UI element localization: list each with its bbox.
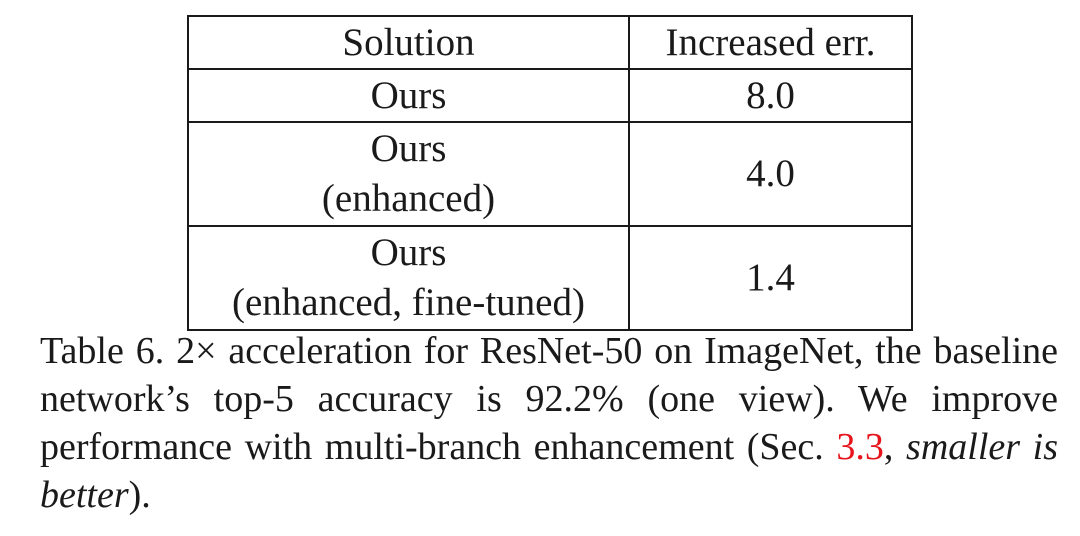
- caption-closing: ).: [128, 474, 151, 516]
- table-row: Ours (enhanced) 4.0: [187, 121, 913, 227]
- header-increased-err: Increased err.: [628, 15, 913, 70]
- solution-cell: Ours (enhanced, fine-tuned): [187, 225, 630, 331]
- solution-line: Ours: [370, 231, 447, 274]
- table-row: Ours (enhanced, fine-tuned) 1.4: [187, 225, 913, 331]
- caption-text: 2× acceleration for ResNet-50 on ImageNe…: [40, 330, 1059, 468]
- results-table: Solution Increased err. Ours 8.0 Ours (e…: [187, 15, 913, 331]
- solution-line: (enhanced, fine-tuned): [232, 281, 585, 324]
- table-header-row: Solution Increased err.: [187, 15, 913, 70]
- solution-line: Ours: [370, 73, 447, 117]
- caption-label: Table 6.: [40, 330, 165, 372]
- caption-italic-note: smaller is better: [40, 426, 1058, 516]
- error-value-cell: 1.4: [628, 225, 913, 331]
- table-caption: Table 6. 2× acceleration for ResNet-50 o…: [40, 327, 1058, 519]
- table-row: Ours 8.0: [187, 68, 913, 123]
- error-value-cell: 8.0: [628, 68, 913, 123]
- caption-separator: ,: [883, 426, 907, 468]
- solution-line: (enhanced): [321, 177, 496, 220]
- error-value-cell: 4.0: [628, 121, 913, 227]
- solution-cell: Ours: [187, 68, 630, 123]
- solution-line: Ours: [370, 127, 447, 170]
- section-reference-link[interactable]: 3.3: [836, 426, 884, 468]
- header-solution: Solution: [187, 15, 630, 70]
- solution-cell: Ours (enhanced): [187, 121, 630, 227]
